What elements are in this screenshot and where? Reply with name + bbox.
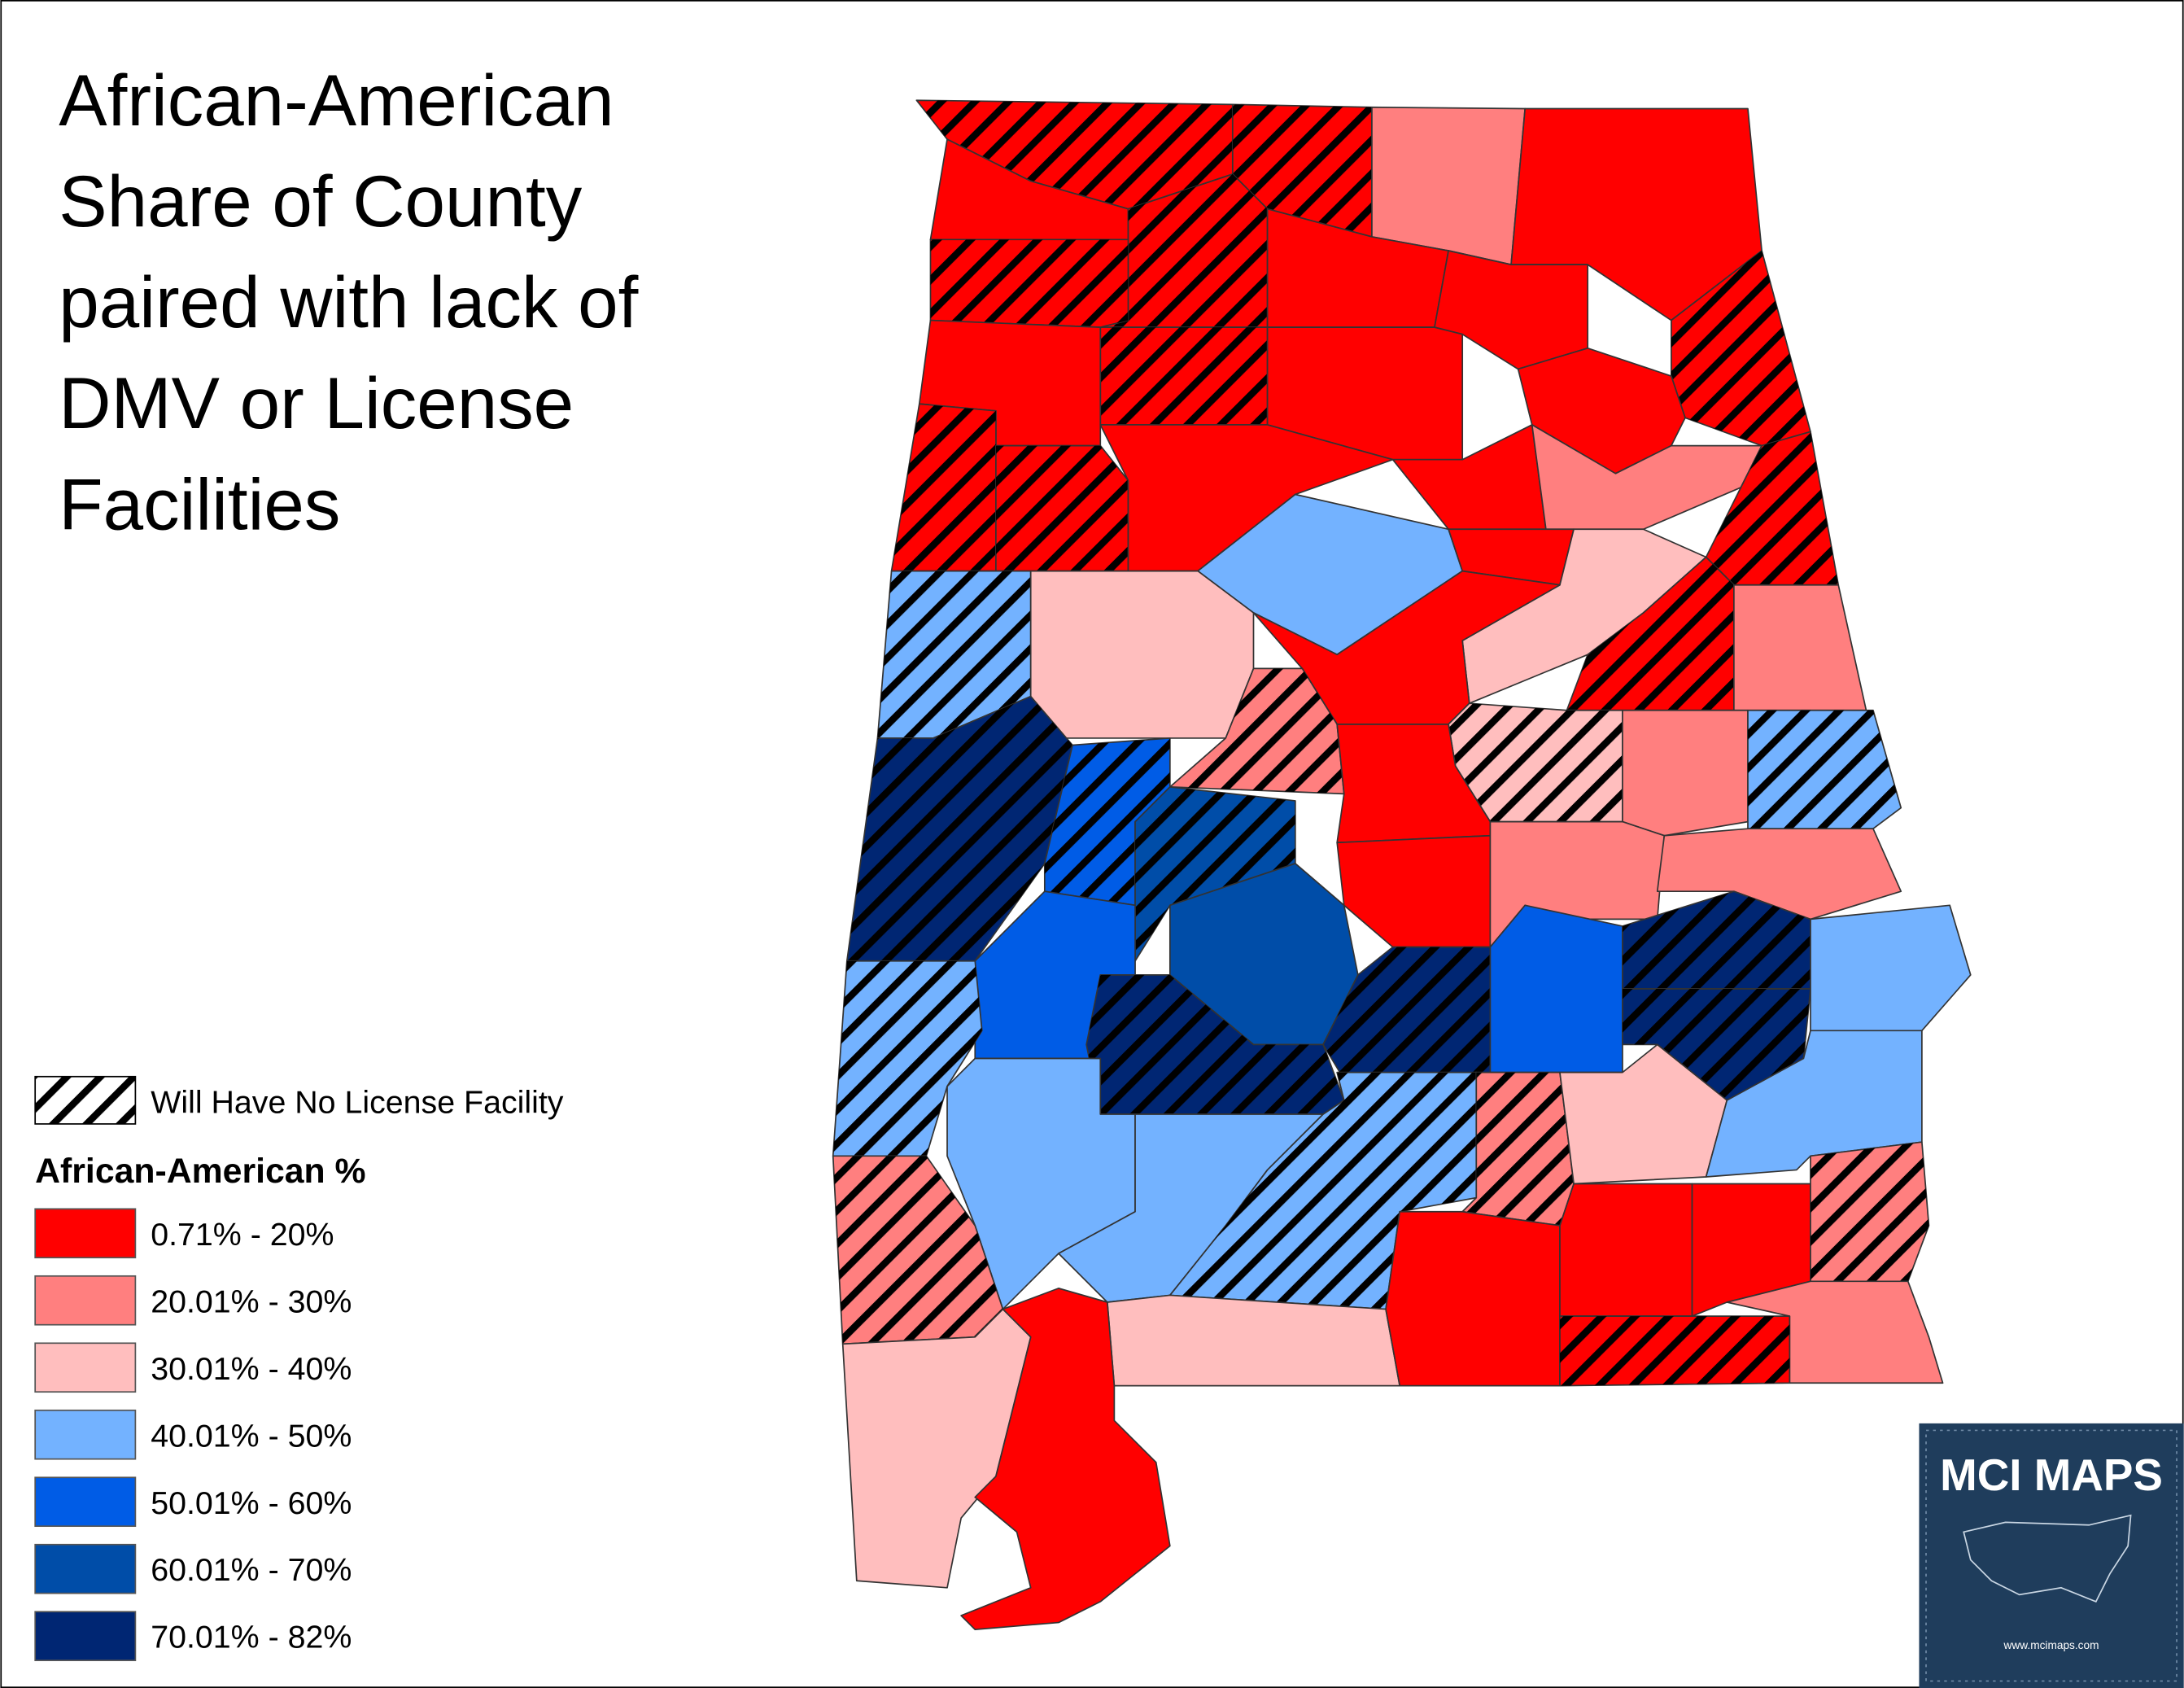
county [1489, 904, 1623, 1074]
county-hatch [1086, 974, 1344, 1114]
county-hatch [1671, 251, 1811, 446]
county-hatch [1448, 703, 1623, 822]
counties [832, 99, 1972, 1630]
county [1531, 424, 1762, 531]
title-line: African-American [59, 59, 614, 141]
county-hatch [1566, 557, 1734, 711]
county-hatch [1169, 668, 1344, 794]
county [1385, 1210, 1561, 1387]
county-hatch [930, 239, 1129, 328]
county [1733, 584, 1867, 711]
county [1622, 709, 1749, 837]
legend-hatch-label: Will Have No License Facility [151, 1084, 564, 1120]
county-hatch [995, 445, 1129, 571]
legend-swatch [34, 1208, 137, 1259]
legend-swatch [34, 1611, 137, 1661]
legend-title: African-American % [35, 1152, 365, 1191]
county-hatch [891, 404, 996, 571]
county-hatch [832, 960, 982, 1157]
title: African-American Share of County paired wi… [59, 59, 638, 544]
county-hatch [877, 571, 1031, 738]
title-line: paired with lack of [59, 261, 638, 343]
county-hatch [832, 1156, 1003, 1345]
county-hatch [1323, 947, 1491, 1080]
county-hatch [1747, 710, 1902, 829]
legend-label: 60.01% - 70% [151, 1552, 352, 1588]
county-hatch [1622, 988, 1811, 1100]
title-line: Share of County [59, 160, 582, 242]
legend-hatch-fill [35, 1076, 136, 1124]
county-hatch [1044, 737, 1170, 906]
county-hatch [1559, 1316, 1790, 1386]
logo-us-outline [1963, 1514, 2132, 1603]
county [1029, 570, 1255, 739]
legend-swatch [34, 1275, 137, 1326]
legend: Will Have No License Facility African-Am… [34, 1075, 564, 1661]
county-hatch [1462, 1072, 1575, 1226]
legend-label: 30.01% - 40% [151, 1351, 352, 1387]
legend-label: 40.01% - 50% [151, 1418, 352, 1454]
legend-label: 0.71% - 20% [151, 1217, 334, 1253]
county [1106, 1294, 1401, 1387]
county [1559, 1183, 1693, 1317]
legend-swatch [34, 1476, 137, 1528]
county-hatch [1706, 431, 1839, 585]
logo: MCI MAPS www.mcimaps.com [1919, 1423, 2184, 1688]
county-hatch [1169, 1072, 1477, 1310]
logo-border [1925, 1429, 2177, 1682]
logo-url: www.mcimaps.com [2003, 1639, 2099, 1651]
county-hatch [1100, 327, 1268, 425]
county [960, 1288, 1171, 1630]
county-hatch [1100, 173, 1268, 328]
logo-box [1919, 1423, 2184, 1688]
county [1656, 828, 1902, 921]
logo-name: MCI MAPS [1940, 1450, 2163, 1500]
county-hatch [1622, 891, 1811, 989]
legend-swatch [34, 1342, 137, 1393]
legend-label: 50.01% - 60% [151, 1485, 352, 1521]
legend-swatch [34, 1543, 137, 1594]
county [1810, 904, 1972, 1039]
title-line: Facilities [59, 463, 340, 544]
title-line: DMV or License [59, 362, 574, 444]
county-hatch [916, 100, 1233, 209]
county-hatch [846, 696, 1073, 961]
county-hatch [1810, 1142, 1929, 1282]
legend-label: 70.01% - 82% [151, 1620, 352, 1655]
legend-label: 20.01% - 30% [151, 1283, 352, 1319]
county [1336, 834, 1492, 948]
county-hatch [1135, 786, 1295, 961]
legend-swatch [34, 1409, 137, 1460]
county-hatch [1232, 104, 1372, 237]
